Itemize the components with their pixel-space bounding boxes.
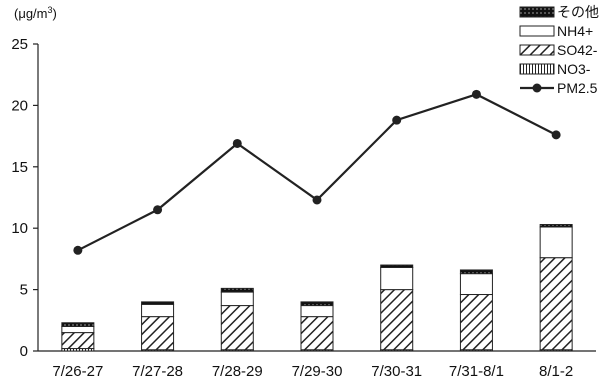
pm25-point: [232, 138, 242, 148]
bar-segment-other: [61, 322, 95, 327]
bar-segment-nh4: [141, 303, 175, 318]
x-tick-label: 7/30-31: [371, 363, 422, 380]
bar-segment-nh4: [300, 305, 334, 318]
y-tick-label: 15: [11, 159, 28, 176]
y-unit-text: (μg/m: [14, 6, 48, 21]
bar-segment-nh4: [539, 226, 573, 259]
bar-segment-nh4: [459, 273, 493, 296]
x-tick-label: 8/1-2: [539, 363, 573, 380]
pm25-line: [77, 93, 557, 252]
x-axis-labels: 7/26-27 7/27-28 7/28-29 7/29-30 7/30-31 7/31-…: [52, 363, 573, 380]
legend-label: SO42-: [557, 42, 598, 58]
legend-label: NH4+: [557, 23, 593, 39]
y-tick-label: 5: [20, 282, 28, 299]
stacked-bars: [61, 224, 573, 352]
y-tick-label: 0: [20, 343, 28, 360]
y-tick-label: 25: [11, 36, 28, 53]
pm25-point: [312, 195, 322, 205]
bar-segment-so42: [300, 316, 334, 351]
x-tick-label: 7/28-29: [212, 363, 263, 380]
y-unit-close: ): [53, 6, 57, 21]
legend-swatch-no3: [519, 63, 555, 75]
x-tick-label: 7/27-28: [132, 363, 183, 380]
y-tick-label: 10: [11, 220, 28, 237]
bar-segment-nh4: [220, 291, 254, 307]
pm25-line-series: [73, 89, 561, 255]
bar-segment-other: [380, 264, 414, 268]
x-tick-label: 7/26-27: [52, 363, 103, 380]
y-unit-superscript: 3: [48, 5, 53, 15]
x-tick-label: 7/31-8/1: [449, 363, 504, 380]
bar-segment-so42: [539, 257, 573, 351]
pm25-point: [551, 130, 561, 140]
pm25-point: [153, 205, 163, 215]
legend-swatch-nh4: [519, 25, 555, 37]
legend-swatch-marker: [532, 83, 542, 93]
bar-segment-other: [300, 301, 334, 307]
bar-segment-so42: [141, 316, 175, 351]
bar-segment-other: [141, 301, 175, 305]
bar-segment-other: [459, 269, 493, 275]
bar-segment-other: [539, 224, 573, 228]
pm25-point: [471, 89, 481, 99]
legend-label: その他: [557, 4, 599, 20]
legend-swatch-other: [519, 6, 555, 18]
bar-segment-so42: [459, 294, 493, 351]
legend-label: NO3-: [557, 61, 591, 77]
y-tick-label: 20: [11, 97, 28, 114]
pm25-point: [73, 245, 83, 255]
bar-segment-so42: [380, 289, 414, 351]
x-tick-label: 7/29-30: [292, 363, 343, 380]
legend-swatch-so42: [519, 44, 555, 56]
legend: その他 NH4+ SO42- NO3- PM2.5: [519, 4, 599, 96]
pm25-point: [392, 115, 402, 125]
y-axis-ticks: 0 5 10 15 20 25: [11, 36, 38, 360]
bar-segment-so42: [61, 332, 95, 350]
bar-segment-so42: [220, 305, 254, 351]
bar-segment-nh4: [380, 266, 414, 291]
bar-segment-other: [220, 287, 254, 293]
y-axis-unit-label: (μg/m3): [14, 5, 57, 21]
bar-segment-nh4: [61, 325, 95, 334]
legend-label: PM2.5: [557, 80, 598, 96]
